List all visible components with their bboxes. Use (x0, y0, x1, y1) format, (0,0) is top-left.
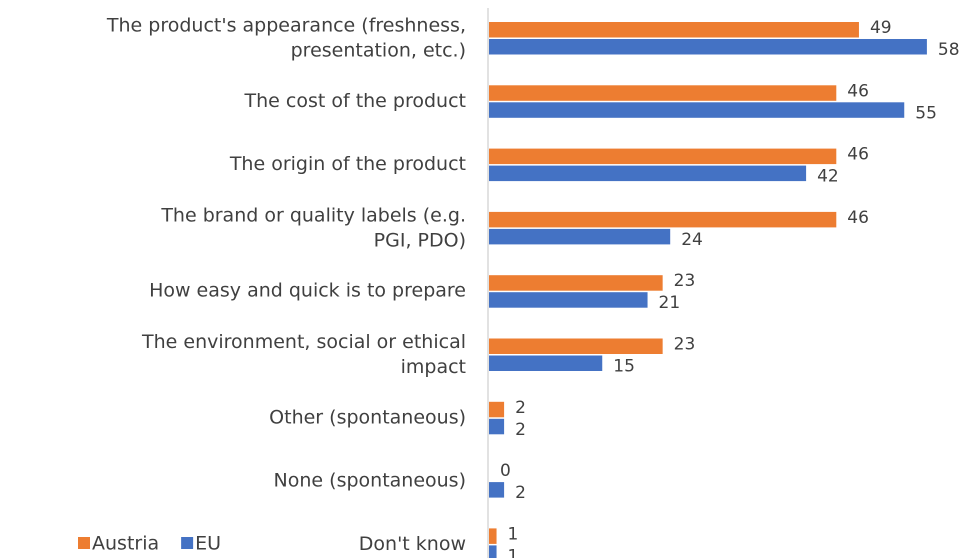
value-label: 15 (613, 357, 635, 377)
bar (489, 528, 497, 544)
bar (489, 418, 505, 435)
value-label: 58 (938, 40, 960, 60)
value-label: 46 (847, 208, 869, 228)
value-label: 46 (847, 81, 869, 101)
bar (489, 292, 648, 308)
bar (489, 228, 671, 245)
category-label: The origin of the product (229, 153, 466, 175)
value-label: 1 (508, 524, 519, 544)
value-label: 2 (515, 420, 526, 440)
value-label: 42 (817, 167, 839, 187)
value-label: 2 (515, 398, 526, 418)
category-label: Don't know (359, 533, 466, 555)
bar (489, 85, 837, 101)
bar (489, 102, 905, 118)
category-label: The brand or quality labels (e.g. PGI, PD… (160, 204, 466, 251)
bar (489, 22, 859, 38)
bar (489, 148, 837, 165)
bar (489, 275, 663, 291)
bar (489, 39, 927, 55)
category-label: The environment, social or ethical impact (141, 331, 466, 378)
bar (489, 401, 505, 418)
value-label: 24 (681, 230, 703, 250)
value-label: 46 (847, 145, 869, 165)
category-label: The cost of the product (244, 90, 467, 112)
category-label: None (spontaneous) (274, 470, 466, 492)
bar (489, 482, 505, 498)
bar (489, 338, 663, 354)
value-label: 2 (515, 483, 526, 503)
category-label: How easy and quick is to prepare (149, 280, 466, 302)
value-label: 23 (674, 335, 696, 355)
value-label: 1 (508, 546, 519, 558)
bar (489, 355, 603, 371)
legend-swatch (78, 537, 90, 549)
bar (489, 545, 497, 558)
bar (489, 165, 807, 182)
value-label: 23 (674, 271, 696, 291)
legend-label: EU (195, 533, 221, 555)
value-label: 0 (500, 461, 511, 481)
category-label: Other (spontaneous) (269, 406, 466, 428)
value-label: 21 (659, 293, 681, 313)
bar (489, 211, 837, 228)
value-label: 55 (915, 103, 937, 123)
value-label: 49 (870, 18, 892, 38)
legend-label: Austria (92, 533, 159, 555)
category-label: The product's appearance (freshness, pres… (106, 14, 466, 61)
legend-swatch (181, 537, 194, 549)
